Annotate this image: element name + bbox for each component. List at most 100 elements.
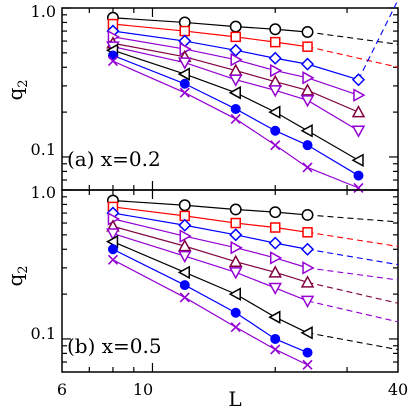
data-point [351, 125, 366, 138]
data-point [177, 239, 192, 252]
series-3-triangle-right-open [107, 30, 366, 102]
data-point [179, 25, 191, 37]
x-tick-label-6: 6 [57, 380, 67, 399]
svg-text:q2: q2 [3, 79, 31, 100]
data-point [230, 240, 243, 255]
data-point [351, 105, 366, 118]
data-point [302, 162, 313, 173]
data-point [301, 208, 314, 221]
data-point [300, 295, 315, 308]
y-tick-label-0.1-top: 0.1 [31, 140, 56, 159]
series-0-circle-open [107, 194, 399, 223]
data-point [268, 282, 283, 296]
data-point [353, 170, 364, 181]
extrapolation-line [357, 0, 399, 80]
data-point [179, 292, 190, 303]
data-point [300, 83, 315, 96]
y-axis-label-top: q2 [3, 79, 31, 100]
series-4-triangle-up-open [106, 219, 399, 304]
series-6-triangle-left-open [105, 43, 364, 168]
data-point [179, 280, 190, 291]
y-axis-label-bottom: q2 [3, 265, 31, 286]
data-point [177, 265, 191, 280]
series-line [112, 49, 359, 161]
data-point [270, 333, 281, 344]
data-point [300, 57, 315, 71]
series-line [112, 36, 359, 96]
data-point [229, 20, 242, 33]
data-point [270, 140, 281, 151]
svg-text:q2: q2 [3, 265, 31, 286]
series-1-square-open [107, 18, 399, 68]
data-point [302, 261, 315, 275]
data-point [177, 57, 192, 70]
panel-a-label: (a) x=0.2 [67, 147, 161, 171]
data-point [268, 310, 281, 324]
data-point [107, 56, 119, 67]
series-5-triangle-down-open [106, 228, 399, 323]
data-point [302, 359, 313, 370]
series-8-x [107, 56, 364, 193]
data-point [268, 265, 283, 278]
data-point [228, 85, 241, 100]
data-point [300, 326, 313, 340]
y-tick-label-1-bottom: 1.0 [31, 183, 56, 202]
data-point [230, 113, 241, 124]
series-line [112, 30, 359, 81]
extrapolation-line [307, 248, 399, 266]
y-axis-label-top-sub: 2 [16, 79, 31, 87]
extrapolation-line [307, 281, 399, 304]
data-point [230, 322, 241, 333]
series-1-square-open [107, 201, 399, 247]
panel-a [61, 0, 399, 193]
data-point [302, 347, 313, 358]
data-point [179, 87, 190, 98]
plot-frame [61, 189, 399, 373]
y-tick-label-0.1-bottom: 0.1 [31, 324, 56, 343]
data-point [228, 267, 243, 280]
data-point [269, 23, 282, 36]
data-point [269, 222, 281, 233]
data-point [353, 88, 366, 102]
data-point [179, 229, 192, 243]
data-point [230, 52, 243, 67]
series-2-diamond-open [106, 206, 399, 266]
data-point [302, 227, 313, 238]
panel-b-label: (b) x=0.5 [67, 334, 162, 358]
data-point [268, 85, 283, 98]
data-point [230, 103, 241, 114]
data-point [268, 105, 281, 119]
data-point [106, 228, 120, 241]
panel-b [61, 189, 399, 373]
data-point [300, 95, 315, 108]
data-point [269, 63, 283, 78]
data-point [179, 78, 190, 89]
extrapolation-line [307, 332, 399, 351]
data-point [353, 182, 364, 193]
series-2-diamond-open [106, 0, 399, 87]
series-line [112, 42, 359, 113]
series-7-circle-filled [107, 244, 313, 358]
series-6-triangle-left-open [105, 234, 399, 351]
data-point [107, 254, 119, 265]
data-point [302, 71, 315, 85]
extrapolation-line [307, 300, 399, 323]
series-line [112, 46, 359, 132]
data-point [228, 254, 243, 267]
data-point [178, 218, 192, 232]
extrapolation-line [307, 214, 399, 223]
y-axis-label-bottom-sub: 2 [16, 265, 31, 273]
data-point [300, 242, 315, 256]
data-point [301, 26, 314, 38]
data-point [178, 199, 191, 212]
data-point [270, 344, 281, 355]
data-point [270, 125, 281, 136]
extrapolation-line [307, 46, 399, 68]
data-point [269, 36, 281, 48]
data-point [228, 287, 241, 301]
x-tick-label-40: 40 [388, 380, 408, 399]
data-point [229, 228, 243, 242]
x-tick-label-10: 10 [133, 380, 153, 399]
data-point [302, 140, 313, 151]
